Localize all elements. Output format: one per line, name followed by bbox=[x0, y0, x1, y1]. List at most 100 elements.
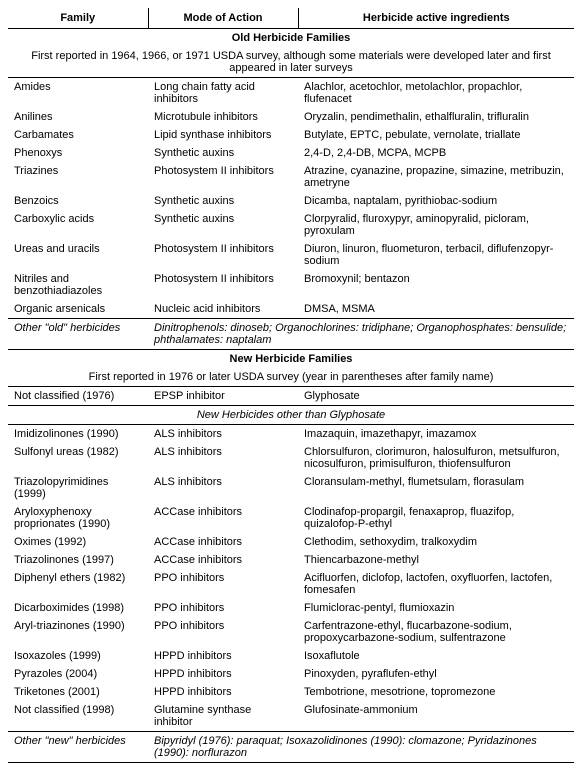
cell-family: Oximes (1992) bbox=[8, 533, 148, 551]
cell-mode: EPSP inhibitor bbox=[148, 387, 298, 406]
cell-mode: ACCase inhibitors bbox=[148, 503, 298, 533]
header-family: Family bbox=[8, 8, 148, 29]
other-label: Other "new" herbicides bbox=[8, 732, 148, 763]
cell-family: Ureas and uracils bbox=[8, 240, 148, 270]
cell-family: Anilines bbox=[8, 108, 148, 126]
cell-family: Not classified (1998) bbox=[8, 701, 148, 732]
cell-family: Pyrazoles (2004) bbox=[8, 665, 148, 683]
table-row: Imidizolinones (1990)ALS inhibitorsImaza… bbox=[8, 425, 574, 444]
cell-mode: Lipid synthase inhibitors bbox=[148, 126, 298, 144]
cell-mode: Photosystem II inhibitors bbox=[148, 240, 298, 270]
section-subtitle: First reported in 1964, 1966, or 1971 US… bbox=[8, 47, 574, 78]
cell-mode: ALS inhibitors bbox=[148, 443, 298, 473]
table-row: Pyrazoles (2004)HPPD inhibitorsPinoxyden… bbox=[8, 665, 574, 683]
cell-mode: PPO inhibitors bbox=[148, 599, 298, 617]
table-row: Organic arsenicalsNucleic acid inhibitor… bbox=[8, 300, 574, 319]
cell-ingredients: Clodinafop-propargil, fenaxaprop, fluazi… bbox=[298, 503, 574, 533]
cell-ingredients: Tembotrione, mesotrione, topromezone bbox=[298, 683, 574, 701]
table-row: Triazolopyrimidines (1999)ALS inhibitors… bbox=[8, 473, 574, 503]
cell-family: Phenoxys bbox=[8, 144, 148, 162]
cell-ingredients: Acifluorfen, diclofop, lactofen, oxyfluo… bbox=[298, 569, 574, 599]
cell-family: Sulfonyl ureas (1982) bbox=[8, 443, 148, 473]
cell-ingredients: DMSA, MSMA bbox=[298, 300, 574, 319]
cell-mode: HPPD inhibitors bbox=[148, 665, 298, 683]
table-row: AnilinesMicrotubule inhibitorsOryzalin, … bbox=[8, 108, 574, 126]
cell-family: Diphenyl ethers (1982) bbox=[8, 569, 148, 599]
cell-family: Triazolinones (1997) bbox=[8, 551, 148, 569]
herbicide-table: Family Mode of Action Herbicide active i… bbox=[8, 8, 574, 763]
table-row: Diphenyl ethers (1982)PPO inhibitorsAcif… bbox=[8, 569, 574, 599]
cell-ingredients: Carfentrazone-ethyl, flucarbazone-sodium… bbox=[298, 617, 574, 647]
cell-mode: Microtubule inhibitors bbox=[148, 108, 298, 126]
other-row: Other "new" herbicidesBipyridyl (1976): … bbox=[8, 732, 574, 763]
table-row: AmidesLong chain fatty acid inhibitorsAl… bbox=[8, 78, 574, 109]
cell-mode: Synthetic auxins bbox=[148, 144, 298, 162]
cell-ingredients: Clethodim, sethoxydim, tralkoxydim bbox=[298, 533, 574, 551]
table-row: BenzoicsSynthetic auxinsDicamba, naptala… bbox=[8, 192, 574, 210]
cell-ingredients: Flumiclorac-pentyl, flumioxazin bbox=[298, 599, 574, 617]
cell-ingredients: Glufosinate-ammonium bbox=[298, 701, 574, 732]
cell-mode: Photosystem II inhibitors bbox=[148, 162, 298, 192]
cell-family: Carbamates bbox=[8, 126, 148, 144]
cell-mode: Photosystem II inhibitors bbox=[148, 270, 298, 300]
cell-family: Triazines bbox=[8, 162, 148, 192]
table-row: PhenoxysSynthetic auxins2,4-D, 2,4-DB, M… bbox=[8, 144, 574, 162]
table-row: TriazinesPhotosystem II inhibitorsAtrazi… bbox=[8, 162, 574, 192]
cell-family: Isoxazoles (1999) bbox=[8, 647, 148, 665]
cell-ingredients: Bromoxynil; bentazon bbox=[298, 270, 574, 300]
table-row: Isoxazoles (1999)HPPD inhibitorsIsoxaflu… bbox=[8, 647, 574, 665]
table-row: Oximes (1992)ACCase inhibitorsClethodim,… bbox=[8, 533, 574, 551]
table-row: Carboxylic acidsSynthetic auxinsClorpyra… bbox=[8, 210, 574, 240]
cell-mode: HPPD inhibitors bbox=[148, 647, 298, 665]
cell-family: Nitriles and benzothiadiazoles bbox=[8, 270, 148, 300]
cell-mode: PPO inhibitors bbox=[148, 569, 298, 599]
cell-ingredients: Glyphosate bbox=[298, 387, 574, 406]
table-row: Not classified (1998)Glutamine synthase … bbox=[8, 701, 574, 732]
other-text: Dinitrophenols: dinoseb; Organochlorines… bbox=[148, 319, 574, 350]
cell-ingredients: Butylate, EPTC, pebulate, vernolate, tri… bbox=[298, 126, 574, 144]
table-row: Aryl-triazinones (1990)PPO inhibitorsCar… bbox=[8, 617, 574, 647]
cell-family: Not classified (1976) bbox=[8, 387, 148, 406]
cell-ingredients: Atrazine, cyanazine, propazine, simazine… bbox=[298, 162, 574, 192]
cell-mode: Nucleic acid inhibitors bbox=[148, 300, 298, 319]
cell-ingredients: Alachlor, acetochlor, metolachlor, propa… bbox=[298, 78, 574, 109]
table-row: Not classified (1976)EPSP inhibitorGlyph… bbox=[8, 387, 574, 406]
subgroup-heading: New Herbicides other than Glyphosate bbox=[8, 406, 574, 425]
table-row: CarbamatesLipid synthase inhibitorsButyl… bbox=[8, 126, 574, 144]
cell-family: Aryloxyphenoxy proprionates (1990) bbox=[8, 503, 148, 533]
other-text: Bipyridyl (1976): paraquat; Isoxazolidin… bbox=[148, 732, 574, 763]
cell-family: Benzoics bbox=[8, 192, 148, 210]
cell-mode: Synthetic auxins bbox=[148, 192, 298, 210]
cell-ingredients: Cloransulam-methyl, flumetsulam, florasu… bbox=[298, 473, 574, 503]
header-mode: Mode of Action bbox=[148, 8, 298, 29]
cell-ingredients: Thiencarbazone-methyl bbox=[298, 551, 574, 569]
section-title: Old Herbicide Families bbox=[8, 29, 574, 48]
cell-ingredients: Isoxaflutole bbox=[298, 647, 574, 665]
cell-family: Amides bbox=[8, 78, 148, 109]
cell-family: Dicarboximides (1998) bbox=[8, 599, 148, 617]
cell-mode: ALS inhibitors bbox=[148, 425, 298, 444]
cell-ingredients: Chlorsulfuron, clorimuron, halosulfuron,… bbox=[298, 443, 574, 473]
cell-family: Organic arsenicals bbox=[8, 300, 148, 319]
cell-family: Triazolopyrimidines (1999) bbox=[8, 473, 148, 503]
cell-mode: Glutamine synthase inhibitor bbox=[148, 701, 298, 732]
cell-mode: PPO inhibitors bbox=[148, 617, 298, 647]
cell-mode: Synthetic auxins bbox=[148, 210, 298, 240]
table-row: Dicarboximides (1998)PPO inhibitorsFlumi… bbox=[8, 599, 574, 617]
cell-ingredients: Imazaquin, imazethapyr, imazamox bbox=[298, 425, 574, 444]
cell-mode: ACCase inhibitors bbox=[148, 551, 298, 569]
table-row: Ureas and uracilsPhotosystem II inhibito… bbox=[8, 240, 574, 270]
cell-ingredients: Dicamba, naptalam, pyrithiobac-sodium bbox=[298, 192, 574, 210]
other-label: Other "old" herbicides bbox=[8, 319, 148, 350]
table-row: Sulfonyl ureas (1982)ALS inhibitorsChlor… bbox=[8, 443, 574, 473]
header-ingredients: Herbicide active ingredients bbox=[298, 8, 574, 29]
cell-mode: ALS inhibitors bbox=[148, 473, 298, 503]
cell-ingredients: Oryzalin, pendimethalin, ethalfluralin, … bbox=[298, 108, 574, 126]
cell-family: Carboxylic acids bbox=[8, 210, 148, 240]
other-row: Other "old" herbicidesDinitrophenols: di… bbox=[8, 319, 574, 350]
cell-ingredients: Clorpyralid, fluroxypyr, aminopyralid, p… bbox=[298, 210, 574, 240]
cell-ingredients: 2,4-D, 2,4-DB, MCPA, MCPB bbox=[298, 144, 574, 162]
cell-mode: ACCase inhibitors bbox=[148, 533, 298, 551]
cell-ingredients: Pinoxyden, pyraflufen-ethyl bbox=[298, 665, 574, 683]
cell-family: Aryl-triazinones (1990) bbox=[8, 617, 148, 647]
